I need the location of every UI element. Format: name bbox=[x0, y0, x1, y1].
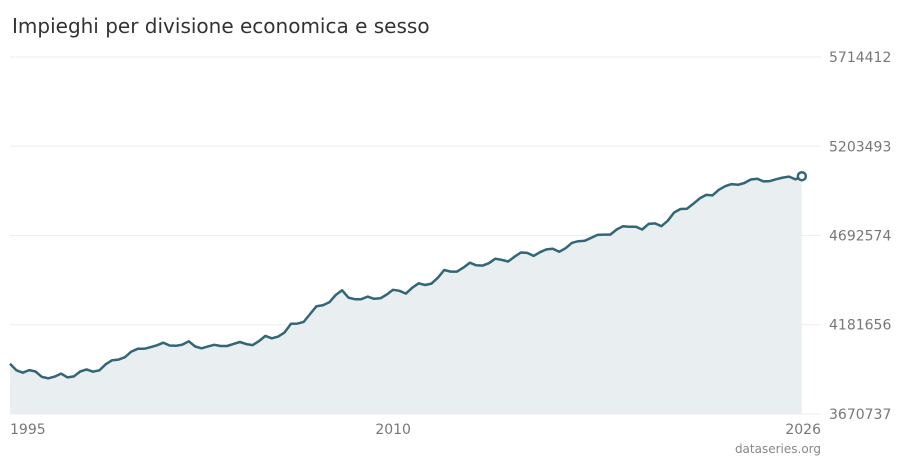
area-fill bbox=[10, 176, 802, 414]
series-line bbox=[9, 175, 803, 380]
y-tick-label: 3670737 bbox=[829, 407, 891, 423]
last-point-marker bbox=[796, 170, 808, 182]
x-tick-label: 2010 bbox=[375, 422, 411, 438]
y-tick-label: 4692574 bbox=[829, 229, 891, 245]
x-tick-label: 1995 bbox=[10, 422, 46, 438]
y-tick-label: 4181656 bbox=[829, 318, 891, 334]
y-axis-ticks: 5714412 5203493 4692574 4181656 3670737 bbox=[829, 50, 891, 423]
source-credit: dataseries.org bbox=[735, 442, 821, 456]
chart-title: Impieghi per divisione economica e sesso bbox=[12, 14, 430, 38]
x-axis-ticks: 1995 2010 2026 bbox=[10, 422, 821, 438]
x-tick-label: 2026 bbox=[785, 422, 821, 438]
y-tick-label: 5203493 bbox=[829, 139, 891, 155]
y-tick-label: 5714412 bbox=[829, 50, 891, 66]
